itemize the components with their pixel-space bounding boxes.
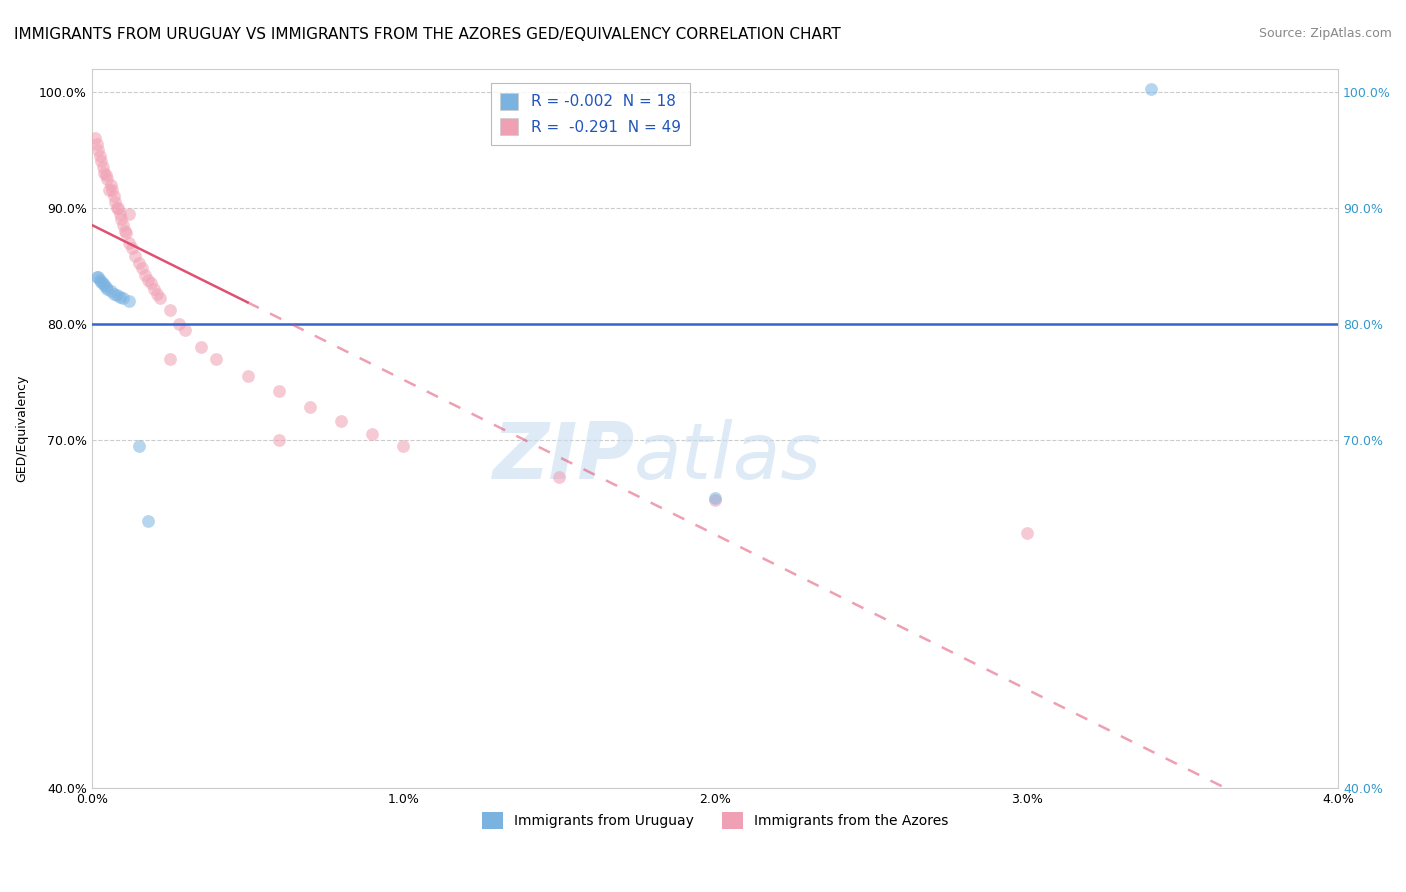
Point [91, 276, 114, 290]
Text: IMMIGRANTS FROM URUGUAY VS IMMIGRANTS FROM THE AZORES GED/EQUIVALENCY CORRELATIO: IMMIGRANTS FROM URUGUAY VS IMMIGRANTS FR… [14, 27, 841, 42]
Point [108, 206, 131, 220]
Point [105, 287, 128, 301]
Point [1140, 82, 1163, 96]
Point [136, 514, 159, 528]
Point [236, 368, 259, 383]
Point [298, 401, 321, 415]
Point [100, 285, 122, 299]
Point [108, 290, 131, 304]
Point [103, 189, 125, 203]
Point [105, 201, 128, 215]
Point [134, 268, 156, 282]
Point [111, 291, 134, 305]
Point [267, 433, 290, 447]
Point [107, 201, 129, 215]
Point [100, 178, 122, 192]
Point [94, 279, 117, 293]
Point [167, 317, 190, 331]
Point [159, 351, 181, 366]
Text: Source: ZipAtlas.com: Source: ZipAtlas.com [1258, 27, 1392, 40]
Point [149, 291, 172, 305]
Point [96, 282, 118, 296]
Point [86, 136, 108, 151]
Point [84, 131, 107, 145]
Point [131, 261, 153, 276]
Point [205, 351, 228, 366]
Point [89, 273, 111, 287]
Point [86, 270, 108, 285]
Point [94, 168, 117, 182]
Point [91, 160, 114, 174]
Point [98, 183, 121, 197]
Point [118, 206, 141, 220]
Point [90, 154, 112, 169]
Point [87, 270, 110, 285]
Point [96, 171, 118, 186]
Point [143, 282, 166, 296]
Point [159, 302, 181, 317]
Point [1015, 525, 1038, 540]
Point [111, 218, 134, 232]
Point [330, 414, 353, 428]
Point [124, 250, 146, 264]
Point [267, 384, 290, 398]
Point [136, 273, 159, 287]
Point [139, 276, 162, 290]
Point [121, 241, 143, 255]
Point [115, 227, 138, 241]
Point [104, 194, 127, 209]
Point [361, 427, 384, 442]
Point [93, 166, 115, 180]
Point [114, 224, 136, 238]
Point [89, 148, 111, 162]
Point [118, 293, 141, 308]
Point [128, 439, 150, 453]
Point [146, 286, 169, 301]
Point [392, 439, 415, 453]
Point [103, 286, 125, 301]
Point [101, 183, 124, 197]
Text: atlas: atlas [634, 419, 823, 495]
Legend: Immigrants from Uruguay, Immigrants from the Azores: Immigrants from Uruguay, Immigrants from… [477, 806, 953, 835]
Point [548, 470, 571, 484]
Point [93, 278, 115, 293]
Point [190, 340, 212, 354]
Point [704, 493, 727, 508]
Text: ZIP: ZIP [492, 419, 634, 495]
Point [87, 143, 110, 157]
Point [118, 235, 141, 250]
Point [174, 322, 197, 336]
Point [128, 256, 150, 270]
Y-axis label: GED/Equivalency: GED/Equivalency [15, 375, 28, 482]
Point [704, 491, 727, 505]
Point [110, 212, 132, 227]
Point [90, 275, 112, 289]
